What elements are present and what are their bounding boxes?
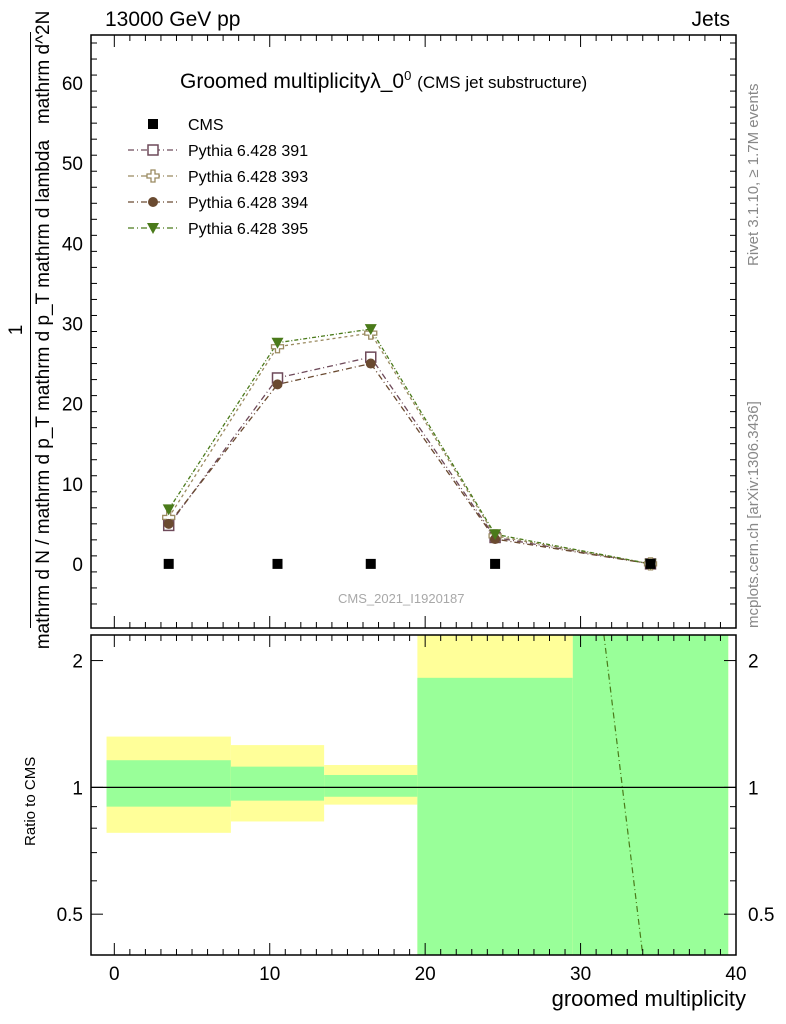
ratio-band-green	[106, 760, 231, 807]
legend-label: Pythia 6.428 393	[188, 169, 308, 186]
ratio-y-tick-label: 0.5	[57, 905, 83, 926]
x-axis-label: groomed multiplicity	[551, 986, 746, 1011]
legend: CMS Pythia 6.428 391 Pythia 6.428 393 Pythi…	[128, 117, 308, 238]
data-point	[490, 558, 501, 569]
ratio-y-tick-label: 2	[748, 652, 759, 673]
ratio-series-line	[603, 634, 644, 956]
ratio-band-green	[324, 774, 418, 797]
analysis-label: CMS_2021_I1920187	[338, 591, 465, 606]
series-line-1	[168, 356, 651, 565]
x-tick-label: 40	[725, 964, 746, 985]
axis-ticks: 0 10 20 30 40 0 10 20 30 40 50 60 0.5 0.5 1 1 2 2	[57, 35, 774, 985]
title-sup: 0	[404, 68, 412, 83]
data-point	[645, 558, 656, 569]
x-tick-label: 0	[109, 964, 120, 985]
energy-label: 13000 GeV pp	[105, 8, 241, 31]
main-series-lines	[168, 328, 651, 565]
ratio-frame	[90, 634, 737, 956]
ratio-band-green	[572, 635, 729, 955]
y-tick-label: 60	[62, 74, 83, 95]
legend-marker	[146, 169, 160, 183]
ratio-y-tick-label: 1	[72, 778, 83, 799]
y-tick-label: 40	[62, 234, 83, 255]
ratio-band-green	[230, 766, 325, 801]
title-main: Groomed multiplicityλ_0	[180, 70, 405, 93]
legend-marker	[147, 223, 159, 234]
process-label: Jets	[691, 8, 730, 31]
series-3-point	[163, 518, 174, 529]
y-tick-label: 50	[62, 154, 83, 175]
y-tick-label: 10	[62, 475, 83, 496]
legend-marker	[148, 119, 158, 129]
series-3-point	[272, 379, 283, 390]
series-line-3	[168, 362, 651, 565]
legend-label: Pythia 6.428 395	[188, 221, 308, 238]
series-4-point	[489, 529, 502, 541]
series-3-point	[365, 358, 376, 369]
data-point	[272, 558, 283, 569]
ratio-y-tick-label: 0.5	[748, 905, 774, 926]
y-tick-label: 30	[62, 314, 83, 335]
series-4-point	[162, 504, 175, 516]
y-tick-label: 0	[72, 555, 83, 576]
y-tick-label: 20	[62, 395, 83, 416]
series-line-4	[168, 328, 651, 565]
ratio-y-tick-label: 1	[748, 778, 759, 799]
ratio-band-green	[417, 677, 573, 955]
legend-label: Pythia 6.428 391	[188, 143, 308, 160]
main-series-markers	[162, 324, 658, 571]
legend-marker	[148, 197, 158, 207]
title-subtitle: (CMS jet substructure)	[417, 73, 588, 92]
legend-label: Pythia 6.428 394	[188, 195, 308, 212]
data-point	[163, 558, 174, 569]
ratio-y-tick-label: 2	[72, 652, 83, 673]
plot-title: Groomed multiplicityλ_00 (CMS jet substr…	[180, 68, 587, 94]
series-4-point	[271, 337, 284, 349]
legend-label: CMS	[188, 117, 224, 134]
x-tick-label: 10	[259, 964, 280, 985]
x-tick-label: 30	[570, 964, 591, 985]
ratio-lines	[91, 634, 736, 956]
legend-marker	[147, 144, 159, 156]
x-tick-label: 20	[415, 964, 436, 985]
series-4-point	[364, 324, 377, 336]
series-line-2	[168, 332, 651, 565]
ratio-bands	[106, 635, 729, 955]
data-point	[365, 558, 376, 569]
